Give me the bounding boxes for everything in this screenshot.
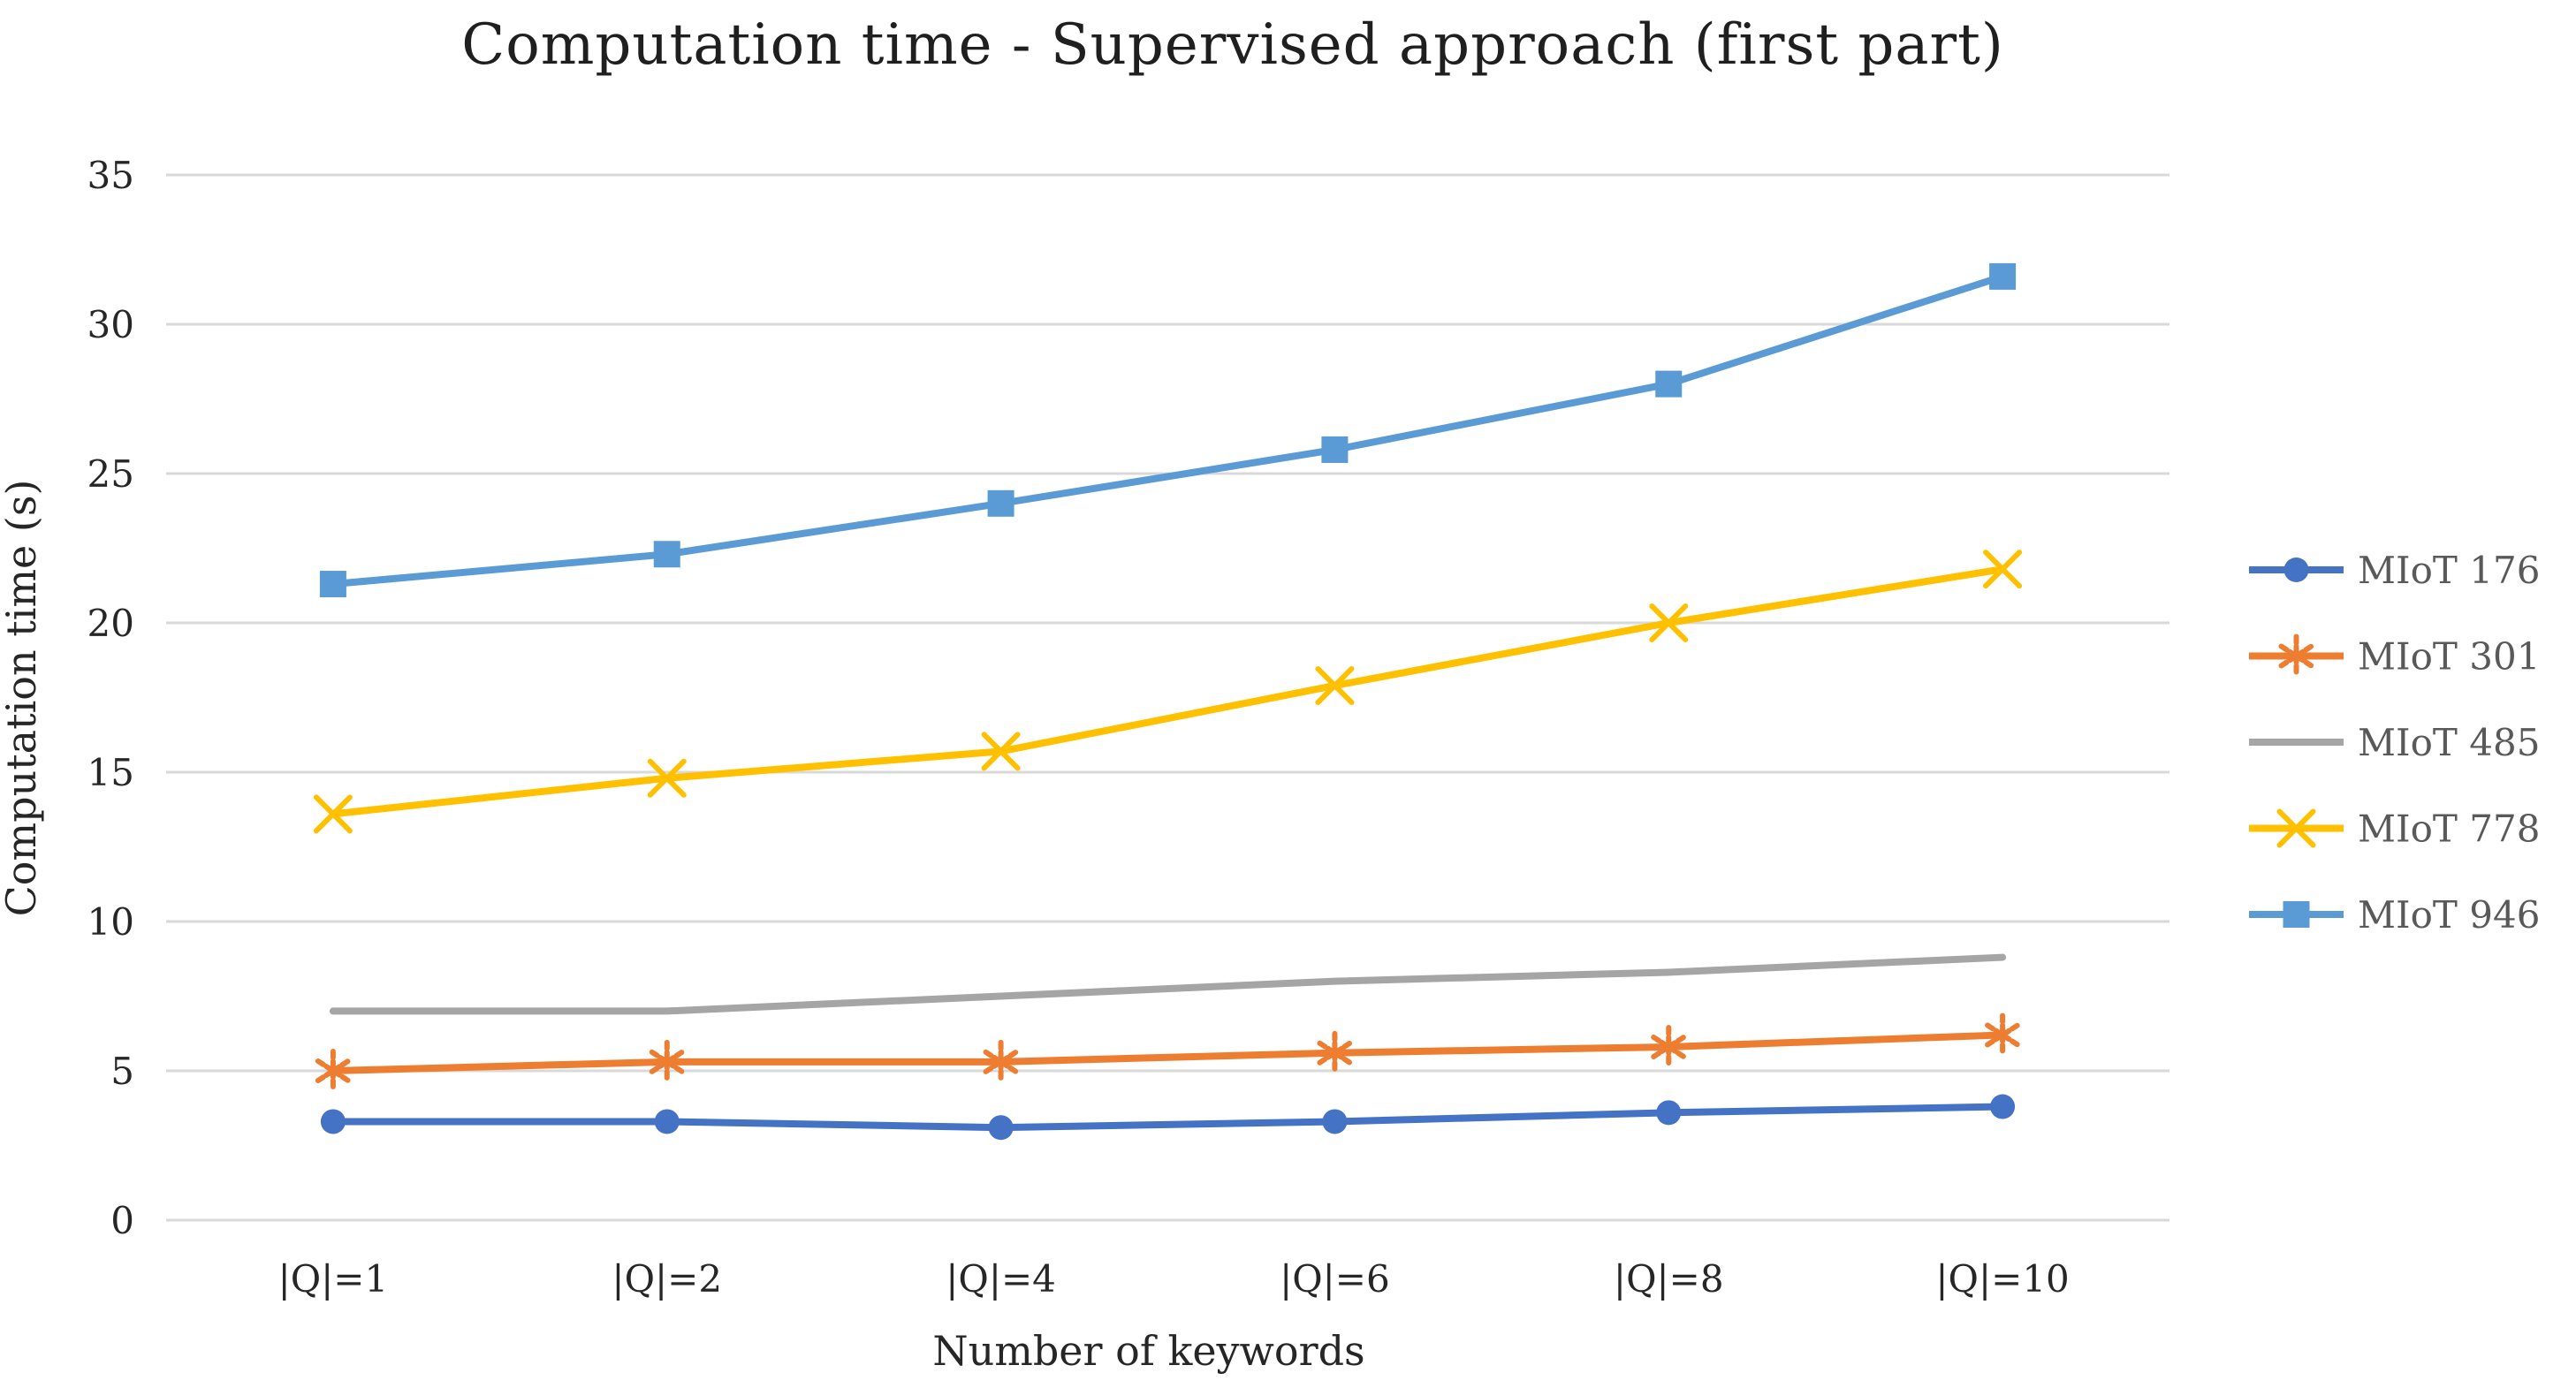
x-marker [313,794,353,834]
x-marker [2276,808,2316,848]
square-marker [653,541,680,568]
chart-title: Computation time - Supervised approach (… [461,12,2004,78]
circle-marker [654,1109,680,1134]
legend-item-miot-301: MIoT 301 [2249,633,2540,679]
y-tick-label: 20 [87,602,134,645]
series-layer [313,262,2023,1141]
legend-label: MIoT 176 [2358,549,2540,592]
x-tick-label: |Q|=1 [278,1257,389,1301]
series-miot-176 [320,1094,2016,1141]
series-miot-778 [313,550,2023,834]
legend-item-miot-485: MIoT 485 [2249,721,2540,764]
y-tick-label: 5 [110,1050,134,1093]
asterisk-marker [649,1039,685,1084]
square-marker [319,571,346,598]
legend-item-miot-778: MIoT 778 [2249,808,2540,851]
square-marker [1321,436,1349,463]
y-tick-label: 35 [87,154,134,197]
y-axis-title: Computation time (s) [0,480,45,917]
y-axis-tick-labels: 0 5 10 15 20 25 30 35 [87,154,134,1242]
circle-marker [1322,1109,1348,1134]
x-marker [981,732,1021,771]
x-tick-label: |Q|=6 [1280,1257,1390,1301]
circle-marker [1656,1100,1682,1126]
legend-item-miot-176: MIoT 176 [2249,549,2540,592]
series-miot-946 [319,262,2017,598]
x-axis-title: Number of keywords [932,1327,1364,1375]
square-marker [987,489,1014,517]
circle-marker [1990,1094,2016,1119]
asterisk-marker [2278,633,2314,679]
legend-label: MIoT 485 [2358,721,2540,764]
series-line [329,565,2007,818]
asterisk-marker [1651,1024,1687,1069]
y-tick-label: 10 [87,900,134,944]
legend-item-miot-946: MIoT 946 [2249,893,2540,937]
x-tick-label: |Q|=8 [1614,1257,1724,1301]
square-marker [1655,370,1683,398]
circle-marker [2283,557,2309,582]
y-tick-label: 0 [110,1199,134,1242]
x-marker [1983,550,2023,589]
series-line [329,272,2007,588]
legend: MIoT 176 MIoT 301 MIoT 485 MIoT 778 MIoT 946 [2249,549,2540,937]
y-tick-label: 30 [87,303,134,346]
square-marker [2283,901,2310,928]
asterisk-marker [983,1039,1019,1084]
x-marker [1649,603,1689,642]
x-tick-label: |Q|=2 [612,1257,722,1301]
asterisk-marker [315,1049,351,1093]
x-tick-label: |Q|=4 [946,1257,1056,1301]
asterisk-marker [1317,1030,1353,1075]
series-line [329,1103,2007,1132]
x-marker [1315,665,1355,705]
asterisk-marker [1985,1013,2021,1058]
gridlines [166,173,2169,1222]
legend-label: MIoT 946 [2358,893,2540,937]
y-tick-label: 25 [87,452,134,496]
legend-label: MIoT 301 [2358,635,2540,679]
x-marker [647,758,687,798]
y-tick-label: 15 [87,751,134,794]
square-marker [1989,262,2017,290]
legend-label: MIoT 778 [2358,808,2540,851]
series-miot-485 [329,953,2007,1015]
series-line [329,1031,2007,1074]
circle-marker [988,1115,1014,1141]
series-miot-301 [315,1013,2021,1093]
x-tick-label: |Q|=10 [1935,1257,2069,1301]
series-line [329,953,2007,1015]
x-axis-tick-labels: |Q|=1 |Q|=2 |Q|=4 |Q|=6 |Q|=8 |Q|=10 [278,1257,2070,1301]
circle-marker [320,1109,346,1134]
